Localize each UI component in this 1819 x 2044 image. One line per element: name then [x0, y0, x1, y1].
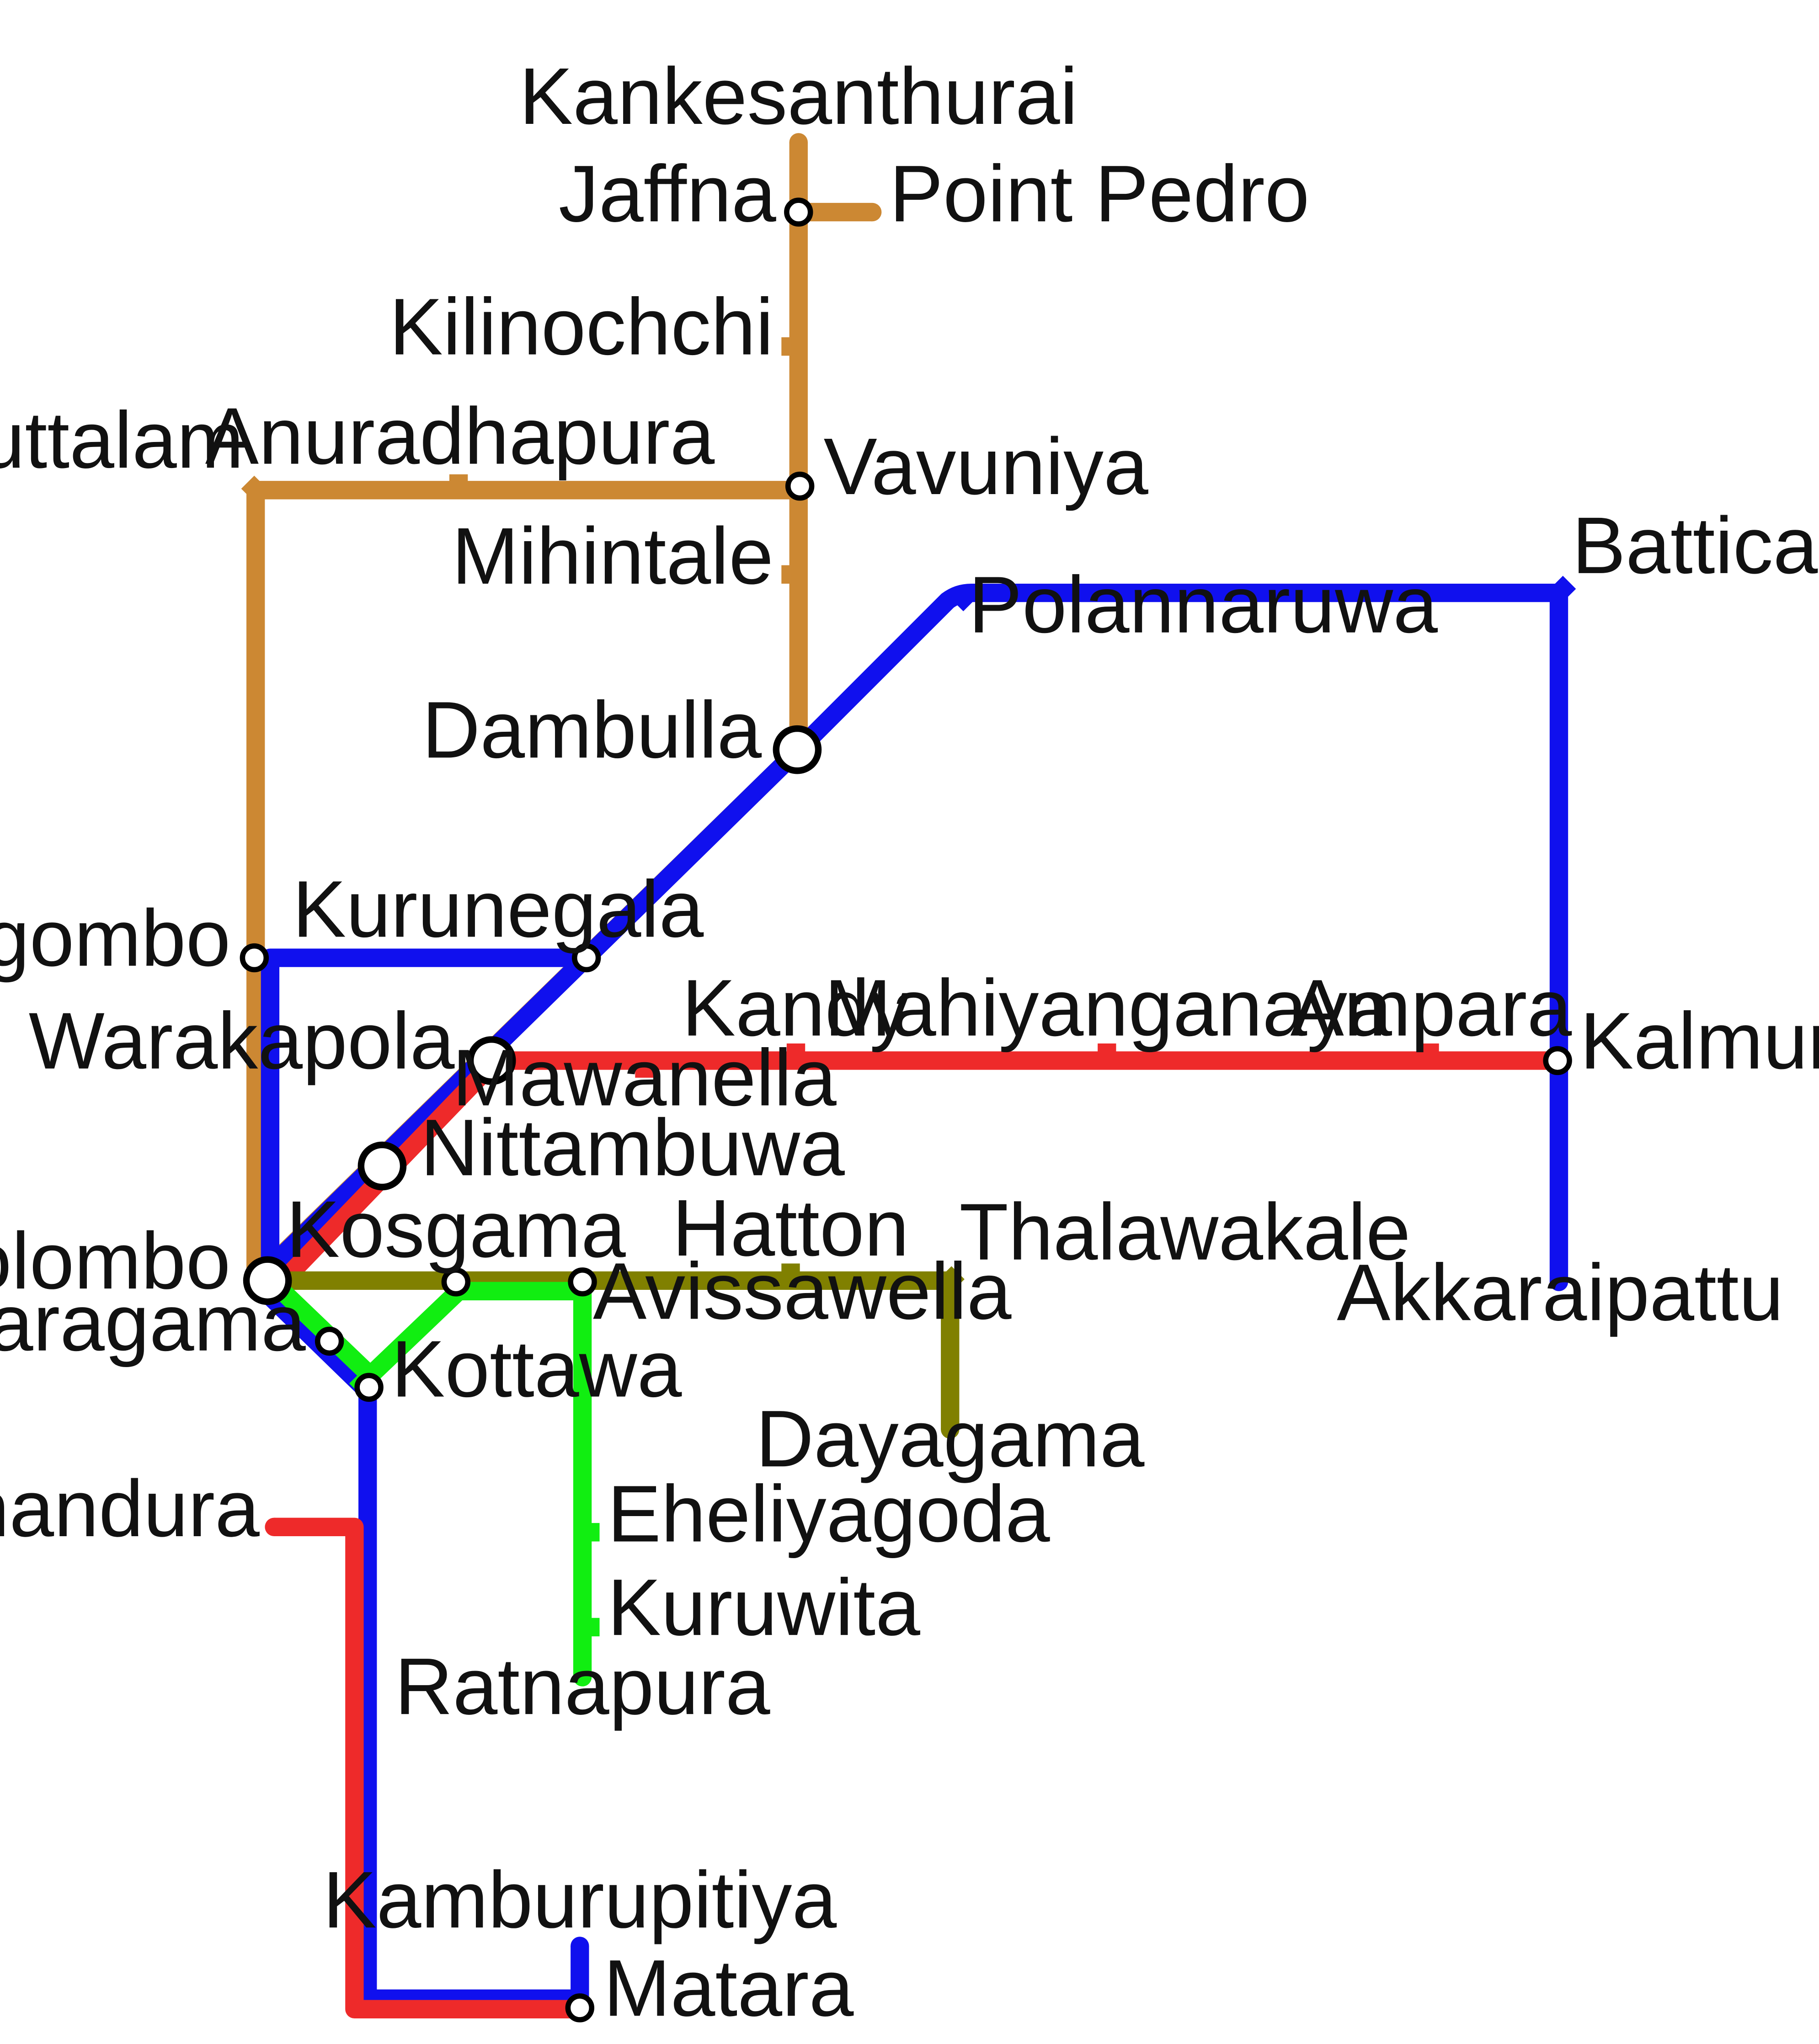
batticaloa-label[interactable]: Batticaloa — [1572, 501, 1819, 591]
nittambuwa-label[interactable]: Nittambuwa — [421, 1103, 845, 1192]
kottawa-label[interactable]: Kottawa — [391, 1324, 682, 1414]
puttalam-label[interactable]: Puttalam — [0, 395, 244, 485]
olive-line — [277, 1266, 965, 1430]
negombo-interchange[interactable] — [240, 943, 269, 973]
polannaruwa-label[interactable]: Polannaruwa — [969, 560, 1438, 650]
jaffna-label[interactable]: Jaffna — [559, 149, 776, 239]
mihintale-label[interactable]: Mihintale — [452, 511, 773, 601]
kalmunai-label[interactable]: Kalmunai — [1580, 996, 1819, 1086]
kalmunai-interchange[interactable] — [1543, 1046, 1572, 1075]
kosgama-label[interactable]: Kosgama — [286, 1185, 626, 1274]
negombo-label[interactable]: Negombo — [0, 894, 230, 983]
station-ticks — [449, 337, 1439, 1637]
maharagama-label[interactable]: Maharagama — [0, 1278, 306, 1368]
mahiyanganaya-label[interactable]: Mahiyanganaya — [824, 963, 1392, 1053]
anuradhapura-label[interactable]: Anuradhapura — [205, 392, 715, 481]
point-pedro-terminal-dot — [863, 202, 882, 222]
ratnapura-label[interactable]: Ratnapura — [395, 1642, 770, 1731]
kamburupitiya-terminal-dot — [571, 1937, 589, 1955]
kandy-label[interactable]: Kandy — [682, 963, 910, 1053]
hatton-label[interactable]: Hatton — [672, 1183, 909, 1273]
akkaraipattu-terminal-dot — [1549, 1272, 1568, 1291]
matara-interchange[interactable] — [565, 1993, 595, 2023]
terminal-dots — [265, 133, 1568, 1955]
avissawella-label[interactable]: Avissawella — [593, 1246, 1012, 1336]
negombo-kurunegala-segment — [261, 948, 587, 1281]
kilinochchi-label[interactable]: Kilinochchi — [389, 282, 774, 372]
station-labels: Kankesanthurai Jaffna Point Pedro Kilino… — [0, 52, 1819, 2033]
kurunegala-label[interactable]: Kurunegala — [293, 864, 704, 954]
interchange-stations — [240, 197, 1572, 2023]
mawanella-label[interactable]: Mawanella — [452, 1033, 837, 1123]
matara-label[interactable]: Matara — [603, 1943, 853, 2033]
nittambuwa-interchange[interactable] — [357, 1141, 407, 1191]
maharagama-interchange[interactable] — [315, 1326, 344, 1356]
avissawella-interchange[interactable] — [568, 1267, 597, 1297]
kamburupitiya-label[interactable]: Kamburupitiya — [323, 1855, 837, 1945]
ratnapura-terminal-dot — [573, 1668, 592, 1687]
akkaraipattu-label[interactable]: Akkaraipattu — [1337, 1248, 1783, 1337]
panandura-matara-segment — [274, 1517, 580, 2018]
kuruwita-label[interactable]: Kuruwita — [608, 1563, 920, 1652]
polannaruwa-tick — [951, 586, 976, 612]
vavuniya-label[interactable]: Vavuniya — [824, 422, 1148, 511]
point-pedro-label[interactable]: Point Pedro — [890, 149, 1310, 239]
panandura-terminal-dot — [265, 1517, 283, 1536]
dayagama-label[interactable]: Dayagama — [756, 1394, 1145, 1484]
colombo-label[interactable]: Colombo — [0, 1216, 230, 1306]
kosgama-interchange[interactable] — [441, 1267, 471, 1297]
dambulla-interchange[interactable] — [773, 725, 822, 774]
kottawa-interchange[interactable] — [354, 1373, 384, 1402]
colombo-interchange[interactable] — [243, 1256, 292, 1305]
vavuniya-interchange[interactable] — [785, 471, 815, 501]
panandura-label[interactable]: Panandura — [0, 1464, 260, 1554]
kurunegala-interchange[interactable] — [572, 943, 601, 973]
jaffna-interchange[interactable] — [784, 197, 813, 227]
thalawakale-label[interactable]: Thalawakale — [959, 1187, 1410, 1277]
warakapola-interchange[interactable] — [467, 1036, 516, 1085]
ampara-label[interactable]: Ampara — [1291, 963, 1572, 1053]
puttalam-anuradhapura-segment — [241, 475, 799, 500]
dayagama-terminal-dot — [941, 1420, 960, 1439]
dambulla-label[interactable]: Dambulla — [422, 685, 762, 775]
kankesanthurai-label[interactable]: Kankesanthurai — [519, 52, 1078, 141]
warakapola-label[interactable]: Warakapola — [29, 996, 455, 1086]
kankesanthurai-terminal-dot — [789, 133, 808, 152]
eheliyagoda-label[interactable]: Eheliyagoda — [608, 1469, 1050, 1559]
